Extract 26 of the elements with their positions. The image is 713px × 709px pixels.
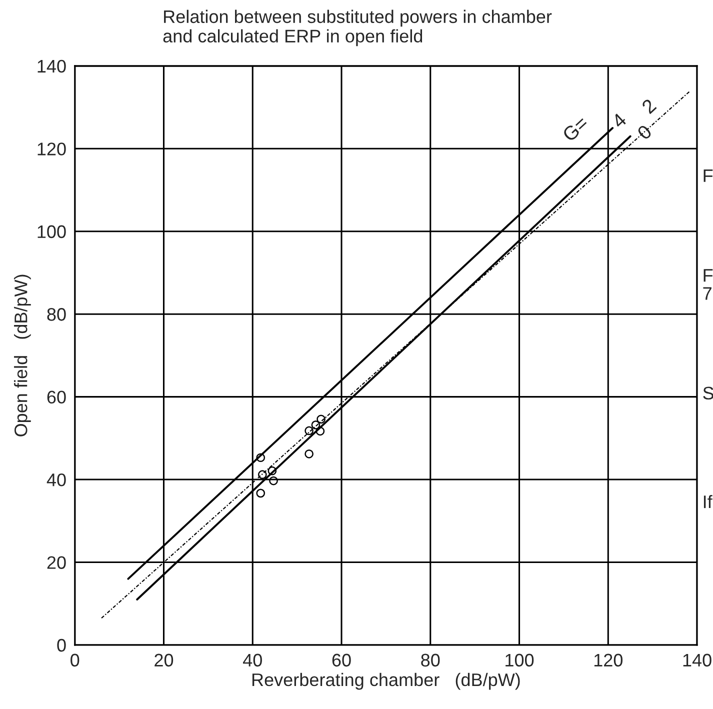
y-tick-label: 60 [47,390,66,404]
x-tick-label: 80 [421,654,440,667]
text: F 7 [703,269,713,300]
x-tick-label: 120 [594,654,623,667]
text: F [704,169,713,182]
y-tick-label: 40 [46,473,66,486]
y-tick-label: 100 [38,225,66,238]
y-tick-label: 140 [38,60,66,73]
x-tick-label: 0 [70,654,80,667]
x-tick-label: 140 [683,654,712,667]
text: 0 [636,124,653,140]
chart-title: Relation between substituted powers in chamber and calculated ERP in open field [163,10,552,46]
x-tick-label: 60 [332,654,351,667]
y-tick-label: 20 [47,556,66,569]
y-tick-label: 80 [47,308,66,321]
text: 4 [610,112,628,129]
x-tick-label: 20 [154,654,174,667]
y-tick-label: 0 [57,638,66,652]
y-tick-label: 120 [38,142,66,156]
text: 2 [641,98,657,114]
y-axis-title: Open field (dB/pW) [14,274,31,436]
x-tick-label: 100 [506,654,534,667]
x-tick-label: 40 [243,654,262,667]
annotation: G= [562,115,590,142]
x-axis-title: Reverberating chamber (dB/pW) [252,672,520,690]
text: If [704,494,712,508]
